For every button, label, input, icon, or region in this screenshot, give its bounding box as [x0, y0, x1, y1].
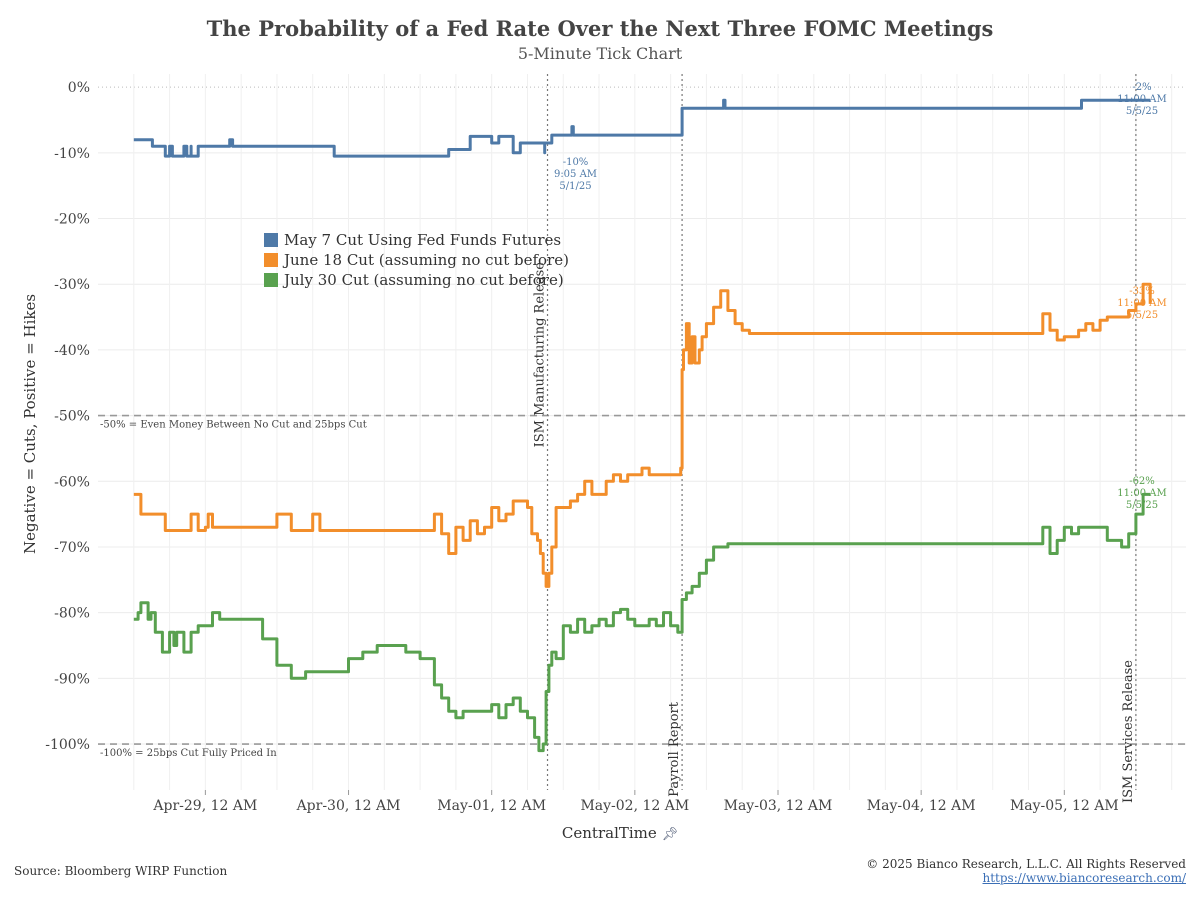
value-annotation: -62% 11:00 AM 5/5/25: [1112, 476, 1172, 512]
x-tick-label: May-03, 12 AM: [724, 798, 833, 814]
y-tick-label: -40%: [54, 343, 90, 359]
annotation-line: -2%: [1132, 82, 1152, 94]
legend-swatch: [264, 273, 278, 287]
y-axis-ticks: 0% -10% -20% -30% -40% -50% -60% -70% -80% -90% -1…: [45, 80, 90, 753]
copyright-block: © 2025 Bianco Research, L.L.C. All Right…: [866, 857, 1186, 885]
value-annotation: -10% 9:05 AM 5/1/25: [546, 157, 606, 193]
annotation-line: 9:05 AM: [553, 168, 598, 180]
y-tick-label: -70%: [54, 540, 90, 556]
series-line-july: [133, 492, 1151, 753]
source-note: Source: Bloomberg WIRP Function: [14, 864, 228, 878]
legend-item[interactable]: May 7 Cut Using Fed Funds Futures: [264, 230, 569, 250]
gridlines: [98, 74, 1186, 790]
legend-item[interactable]: June 18 Cut (assuming no cut before): [264, 250, 569, 270]
reference-label: -50% = Even Money Between No Cut and 25b…: [100, 420, 367, 431]
legend-label: June 18 Cut (assuming no cut before): [284, 251, 569, 269]
x-axis-label-text: CentralTime: [561, 824, 657, 842]
x-axis-label[interactable]: CentralTime 📌︎: [520, 824, 720, 842]
y-tick-label: -50%: [54, 409, 90, 425]
event-label: Payroll Report: [667, 701, 682, 797]
event-label: ISM Services Release: [1121, 660, 1136, 803]
legend-item[interactable]: July 30 Cut (assuming no cut before): [264, 270, 569, 290]
annotation-line: 11:00 AM: [1117, 488, 1167, 500]
value-annotation: -2% 11:00 AM 5/5/25: [1112, 82, 1172, 118]
y-tick-label: -10%: [54, 146, 90, 162]
annotation-line: 5/5/25: [1125, 106, 1159, 118]
pin-icon[interactable]: 📌︎: [661, 827, 679, 842]
annotation-line: 11:00 AM: [1117, 297, 1167, 309]
annotation-line: -10%: [562, 156, 589, 168]
reference-lines: -50% = Even Money Between No Cut and 25b…: [98, 414, 1186, 759]
annotation-line: 11:00 AM: [1117, 94, 1167, 106]
series-lines: [133, 98, 1152, 753]
reference-label: -100% = 25bps Cut Fully Priced In: [100, 748, 277, 759]
y-tick-label: -90%: [54, 671, 90, 687]
value-annotation: -33% 11:00 AM 5/5/25: [1112, 286, 1172, 322]
legend: May 7 Cut Using Fed Funds Futures June 18…: [264, 230, 569, 290]
x-tick-label: Apr-30, 12 AM: [296, 798, 401, 814]
y-tick-label: -80%: [54, 606, 90, 622]
legend-label: May 7 Cut Using Fed Funds Futures: [284, 231, 562, 249]
chart-subtitle: 5-Minute Tick Chart: [517, 44, 683, 63]
legend-label: July 30 Cut (assuming no cut before): [284, 271, 564, 289]
y-tick-label: -20%: [54, 212, 90, 228]
x-tick-label: May-01, 12 AM: [437, 798, 546, 814]
annotation-line: -33%: [1129, 285, 1155, 297]
series-line-june: [133, 282, 1152, 588]
series-line-may: [133, 98, 1151, 158]
chart-title: The Probability of a Fed Rate Over the N…: [206, 16, 994, 41]
annotation-line: 5/5/25: [1125, 500, 1159, 512]
y-tick-label: 0%: [68, 80, 90, 96]
annotation-line: -62%: [1129, 476, 1155, 488]
y-tick-label: -30%: [54, 277, 90, 293]
event-label: ISM Manufacturing Release: [533, 262, 548, 448]
legend-swatch: [264, 233, 278, 247]
x-tick-label: Apr-29, 12 AM: [152, 798, 257, 814]
y-axis-label: Negative = Cuts, Positive = Hikes: [21, 293, 39, 555]
x-tick-label: May-05, 12 AM: [1010, 798, 1119, 814]
annotation-line: 5/5/25: [1125, 309, 1159, 321]
y-tick-label: -100%: [45, 737, 90, 753]
x-axis-ticks: Apr-29, 12 AM Apr-30, 12 AM May-01, 12 AM M…: [152, 790, 1119, 814]
website-link[interactable]: https://www.biancoresearch.com/: [982, 871, 1186, 885]
legend-swatch: [264, 253, 278, 267]
annotation-line: 5/1/25: [559, 180, 592, 192]
y-tick-label: -60%: [54, 474, 90, 490]
event-lines: ISM Manufacturing Release Payroll Report I…: [533, 74, 1137, 803]
x-tick-label: May-04, 12 AM: [867, 798, 976, 814]
copyright-text: © 2025 Bianco Research, L.L.C. All Right…: [866, 857, 1186, 871]
x-tick-label: May-02, 12 AM: [580, 798, 689, 814]
